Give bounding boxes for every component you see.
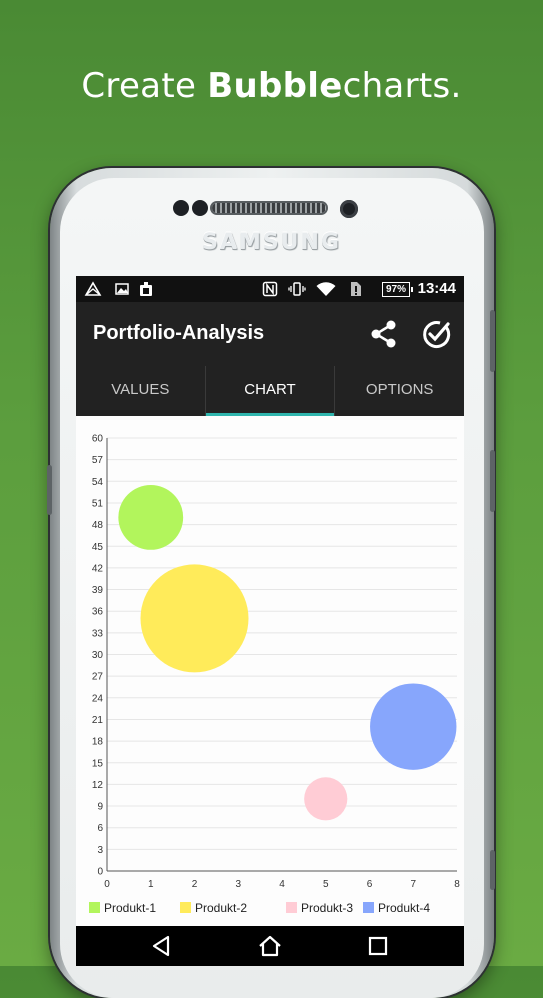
chart-area: 0 3 6 9 12 15 18 21 24 27 30 33 36 39 42 45 48 51 54 57 60 0 1…: [76, 416, 464, 926]
headline-prefix: Create: [81, 66, 208, 106]
tab-values[interactable]: VALUES: [111, 381, 170, 398]
tab-options[interactable]: OPTIONS: [334, 366, 464, 416]
nfc-icon: [262, 281, 278, 297]
clipboard-icon: [140, 282, 152, 296]
x-tick-label: 4: [279, 879, 285, 890]
app-title: Portfolio-Analysis: [93, 322, 265, 344]
x-tick-label: 1: [148, 879, 154, 890]
status-time: 13:44: [417, 280, 456, 297]
tab-bar: VALUES CHART OPTIONS: [76, 366, 464, 416]
legend-swatch: [180, 902, 191, 913]
legend-label: Produkt-1: [104, 901, 156, 915]
recents-square-icon[interactable]: [364, 932, 392, 960]
y-tick-label: 30: [92, 650, 104, 661]
vibrate-icon: [288, 282, 306, 296]
y-tick-label: 48: [92, 520, 104, 531]
y-tick-label: 57: [92, 455, 104, 466]
y-tick-label: 9: [97, 802, 103, 813]
legend-label: Produkt-4: [378, 901, 430, 915]
phone-side-button: [47, 465, 52, 515]
tab-chart[interactable]: CHART: [204, 366, 335, 416]
x-tick-label: 8: [454, 879, 460, 890]
check-circle-icon[interactable]: [420, 318, 452, 350]
share-icon[interactable]: [368, 318, 400, 350]
x-tick-label: 3: [235, 879, 241, 890]
wifi-icon: [316, 282, 336, 296]
y-tick-label: 21: [92, 715, 104, 726]
notification-icon: [84, 281, 102, 296]
device-brand: SAMSUNG: [202, 230, 341, 255]
phone-sensor: [173, 200, 189, 216]
bubble-produkt-3: [304, 777, 348, 821]
legend-swatch: [286, 902, 297, 913]
legend-label: Produkt-2: [195, 901, 247, 915]
y-tick-label: 3: [97, 845, 103, 856]
phone-sensor: [192, 200, 208, 216]
headline-bold: Bubble: [207, 66, 343, 106]
sim-alert-icon: [351, 282, 361, 296]
y-tick-label: 18: [92, 737, 104, 748]
legend-swatch: [89, 902, 100, 913]
y-tick-label: 45: [92, 542, 104, 553]
status-bar: 97% 13:44: [76, 276, 464, 302]
y-tick-label: 36: [92, 607, 104, 618]
x-tick-label: 2: [192, 879, 198, 890]
y-tick-label: 42: [92, 563, 104, 574]
x-tick-label: 0: [104, 879, 110, 890]
x-tick-label: 7: [410, 879, 416, 890]
phone-side-button: [490, 450, 495, 512]
phone-side-button: [490, 850, 495, 890]
bubble-produkt-4: [370, 683, 457, 770]
y-tick-label: 33: [92, 628, 104, 639]
back-triangle-icon[interactable]: [148, 932, 176, 960]
y-tick-label: 24: [92, 693, 104, 704]
phone-screen: 97% 13:44 Portfolio-Analysis VALUES CHAR…: [76, 276, 464, 966]
bubble-produkt-1: [118, 484, 184, 550]
image-icon: [115, 283, 129, 295]
y-tick-label: 0: [97, 867, 103, 878]
y-tick-label: 27: [92, 672, 104, 683]
front-camera: [340, 200, 358, 218]
y-tick-label: 51: [92, 498, 104, 509]
y-tick-label: 12: [92, 780, 104, 791]
earpiece-speaker: [212, 203, 326, 213]
battery-indicator: 97%: [382, 282, 413, 297]
x-tick-label: 6: [367, 879, 373, 890]
promo-headline: Create Bubblecharts.: [0, 66, 543, 106]
legend-swatch: [363, 902, 374, 913]
home-icon[interactable]: [256, 932, 284, 960]
headline-suffix: charts.: [342, 66, 462, 106]
bubble-produkt-2: [140, 564, 249, 673]
y-tick-label: 60: [92, 434, 104, 445]
y-tick-label: 54: [92, 477, 104, 488]
phone-side-button: [490, 310, 495, 372]
y-tick-label: 6: [97, 823, 103, 834]
navigation-bar: [76, 926, 464, 966]
y-tick-label: 39: [92, 585, 104, 596]
legend-label: Produkt-3: [301, 901, 353, 915]
app-bar: Portfolio-Analysis: [76, 302, 464, 366]
y-tick-label: 15: [92, 758, 104, 769]
x-tick-label: 5: [323, 879, 329, 890]
